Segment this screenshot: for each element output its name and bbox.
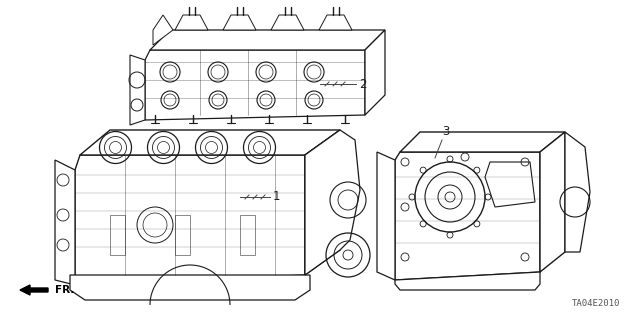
Polygon shape — [565, 132, 590, 252]
Text: 1: 1 — [273, 190, 280, 204]
Polygon shape — [130, 55, 145, 125]
Polygon shape — [365, 30, 385, 115]
Text: 2: 2 — [359, 78, 367, 91]
Polygon shape — [153, 15, 173, 45]
Polygon shape — [70, 275, 310, 300]
Text: 3: 3 — [442, 125, 449, 138]
Polygon shape — [319, 15, 352, 30]
Polygon shape — [80, 130, 340, 155]
Polygon shape — [55, 160, 75, 285]
Polygon shape — [377, 152, 395, 280]
Polygon shape — [395, 272, 540, 290]
Text: TA04E2010: TA04E2010 — [572, 299, 620, 308]
Text: FR.: FR. — [55, 285, 74, 295]
Polygon shape — [175, 15, 208, 30]
Polygon shape — [305, 130, 340, 275]
Polygon shape — [75, 155, 305, 285]
Polygon shape — [150, 30, 385, 50]
Polygon shape — [271, 15, 304, 30]
Polygon shape — [540, 132, 565, 272]
Polygon shape — [145, 50, 365, 120]
Polygon shape — [305, 130, 360, 275]
FancyArrow shape — [20, 285, 48, 295]
Polygon shape — [400, 132, 565, 152]
Polygon shape — [395, 152, 540, 280]
Polygon shape — [485, 162, 535, 207]
Polygon shape — [223, 15, 256, 30]
